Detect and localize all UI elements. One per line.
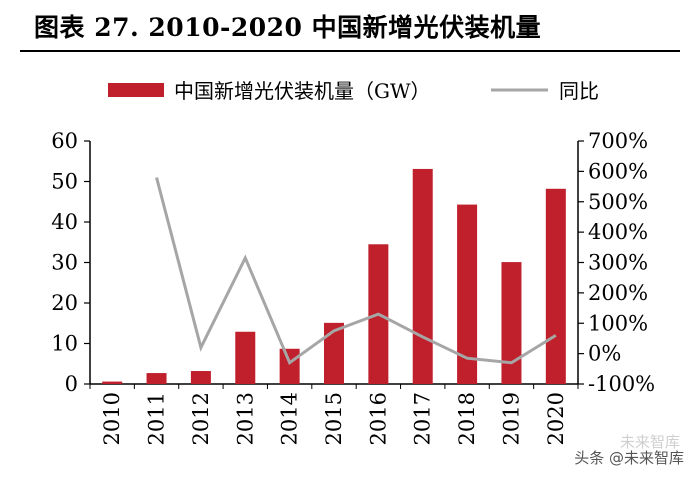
- x-tick-label: 2012: [189, 392, 213, 445]
- bar-2012: [190, 371, 211, 384]
- x-tick-label: 2015: [322, 392, 346, 445]
- left-tick-label: 10: [51, 332, 78, 356]
- left-axis-ticks: 0 10 20 30 40 50 60: [51, 129, 90, 396]
- watermark-text: 头条 @未来智库: [574, 449, 684, 467]
- x-tick-label: 2017: [411, 392, 435, 445]
- right-tick-label: 300%: [588, 251, 648, 275]
- left-tick-label: 30: [51, 251, 78, 275]
- bar-2010: [102, 381, 123, 384]
- x-tick-label: 2013: [233, 392, 257, 445]
- left-tick-label: 40: [51, 210, 78, 234]
- watermark: 未来智库 头条 @未来智库: [574, 433, 684, 468]
- x-axis-ticks: 2010 2011 2012 2013 2014 2015 2016 2017 2018 2019…: [89, 384, 579, 445]
- right-tick-label: 0%: [588, 342, 621, 366]
- left-tick-label: 60: [51, 129, 78, 153]
- yoy-line-series: [155, 177, 557, 366]
- right-tick-label: -100%: [588, 372, 655, 396]
- x-tick-label: 2010: [100, 392, 124, 445]
- x-tick-label: 2018: [455, 392, 479, 445]
- right-axis-ticks: -100% 0% 100% 200% 300% 400% 500% 600% 700%: [578, 129, 655, 396]
- legend-line-label: 同比: [559, 79, 599, 103]
- legend-bar-swatch: [108, 83, 164, 97]
- left-tick-label: 20: [51, 291, 78, 315]
- right-tick-label: 400%: [588, 220, 648, 244]
- bar-2020: [545, 188, 566, 384]
- watermark-ghost: 未来智库: [619, 433, 680, 451]
- x-tick-label: 2016: [366, 392, 390, 445]
- bar-2014: [279, 348, 300, 384]
- x-tick-label: 2011: [145, 392, 169, 445]
- legend: 中国新增光伏装机量（GW） 同比: [108, 79, 599, 103]
- bar-2018: [457, 204, 478, 384]
- right-tick-label: 500%: [588, 190, 648, 214]
- x-tick-label: 2020: [544, 392, 568, 445]
- right-tick-label: 200%: [588, 281, 648, 305]
- figure-header: 图表 27. 2010-2020 中国新增光伏装机量: [0, 0, 700, 52]
- title-underline: [20, 50, 680, 52]
- left-tick-label: 0: [65, 372, 78, 396]
- x-tick-label: 2014: [278, 392, 302, 445]
- bar-2017: [412, 168, 433, 384]
- bar-2011: [146, 373, 167, 384]
- right-tick-label: 600%: [588, 159, 648, 183]
- right-tick-label: 700%: [588, 129, 648, 153]
- bar-series: [102, 168, 566, 384]
- bar-2015: [324, 322, 344, 384]
- right-tick-label: 100%: [588, 311, 648, 335]
- left-tick-label: 50: [51, 170, 78, 194]
- yoy-line: [155, 177, 557, 366]
- x-tick-label: 2019: [499, 392, 523, 445]
- bar-2013: [235, 331, 256, 384]
- bar-2019: [501, 262, 522, 384]
- legend-bar-label: 中国新增光伏装机量（GW）: [174, 79, 431, 103]
- figure-title: 图表 27. 2010-2020 中国新增光伏装机量: [34, 13, 542, 42]
